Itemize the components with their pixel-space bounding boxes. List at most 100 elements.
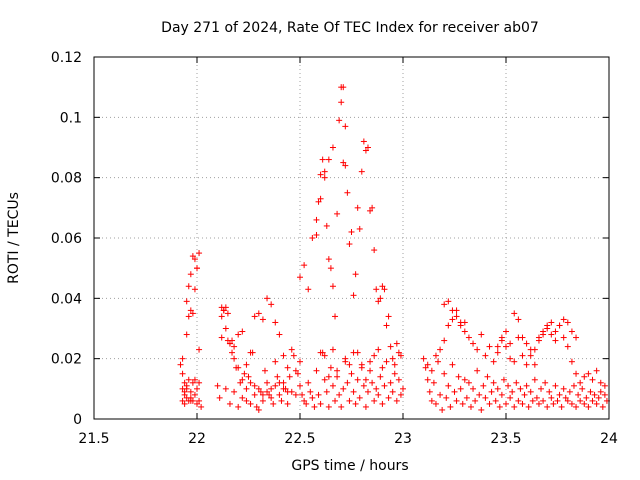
data-point (540, 397, 547, 404)
data-point (309, 235, 316, 241)
data-point (299, 391, 306, 398)
data-point (317, 400, 324, 407)
grid-layer (94, 57, 609, 419)
data-point (309, 394, 316, 401)
data-point (531, 346, 538, 353)
data-point (334, 210, 341, 217)
data-point (218, 313, 225, 320)
x-tick-label: 22.5 (284, 431, 315, 447)
data-point (461, 319, 468, 326)
data-point (189, 397, 196, 404)
data-point (181, 379, 188, 386)
data-point (482, 352, 489, 359)
data-point (573, 334, 580, 341)
data-point (397, 391, 404, 398)
data-point (315, 198, 322, 205)
data-point (264, 295, 271, 302)
data-point (470, 340, 477, 347)
data-point (329, 283, 336, 290)
data-point (498, 334, 505, 341)
data-point (490, 358, 497, 365)
data-point (474, 346, 481, 353)
data-point (189, 253, 196, 260)
data-point (562, 394, 569, 401)
data-point (449, 316, 456, 323)
data-point (568, 400, 575, 407)
data-point (315, 391, 322, 398)
data-point (367, 367, 374, 374)
data-point (216, 394, 223, 401)
data-point (259, 391, 266, 398)
data-point (229, 337, 236, 344)
data-point (354, 204, 361, 211)
data-points-layer (177, 84, 610, 413)
data-point (360, 138, 367, 145)
data-point (358, 364, 365, 371)
data-point (301, 262, 308, 269)
data-point (332, 313, 339, 320)
data-point (393, 340, 400, 347)
data-point (191, 256, 198, 263)
data-point (191, 391, 198, 398)
data-point (523, 340, 530, 347)
data-point (185, 313, 192, 320)
data-point (313, 367, 320, 374)
data-point (222, 304, 229, 311)
data-point (540, 328, 547, 335)
x-axis-label: GPS time / hours (291, 458, 408, 474)
data-point (490, 379, 497, 386)
data-point (356, 225, 363, 232)
data-point (231, 343, 238, 350)
data-point (235, 364, 242, 371)
data-point (348, 228, 355, 235)
data-point (379, 364, 386, 371)
data-point (583, 394, 590, 401)
data-point (196, 250, 203, 257)
data-point (377, 295, 384, 302)
data-point (350, 388, 357, 395)
data-point (237, 379, 244, 386)
data-point (513, 379, 520, 386)
data-point (264, 388, 271, 395)
data-point (276, 379, 283, 386)
data-point (278, 397, 285, 404)
data-point (276, 331, 283, 338)
data-point (521, 391, 528, 398)
data-point (428, 367, 435, 374)
data-point (323, 222, 330, 229)
data-point (453, 313, 460, 320)
data-point (449, 361, 456, 368)
y-tick-label: 0.06 (51, 231, 82, 247)
data-point (286, 373, 293, 380)
data-point (474, 367, 481, 374)
data-point (507, 340, 514, 347)
data-point (362, 376, 369, 383)
data-point (591, 391, 598, 398)
data-point (480, 382, 487, 389)
data-point (183, 298, 190, 305)
data-point (350, 292, 357, 299)
data-point (435, 358, 442, 365)
data-point (194, 385, 200, 392)
x-tick-label: 24 (600, 431, 618, 447)
data-point (385, 394, 392, 401)
data-point (360, 382, 367, 389)
data-point (585, 370, 592, 377)
data-point (187, 271, 194, 278)
y-tick-label: 0.08 (51, 171, 82, 187)
data-point (507, 355, 514, 362)
data-point (432, 400, 439, 407)
data-point (245, 373, 252, 380)
data-point (243, 397, 250, 404)
data-point (239, 376, 246, 383)
data-point (185, 376, 192, 383)
data-point (364, 388, 371, 395)
data-point (548, 319, 555, 326)
data-point (494, 349, 501, 356)
x-tick-label: 23.5 (490, 431, 521, 447)
data-point (251, 382, 258, 389)
data-point (268, 301, 275, 308)
data-point (329, 144, 336, 151)
data-point (538, 385, 545, 392)
